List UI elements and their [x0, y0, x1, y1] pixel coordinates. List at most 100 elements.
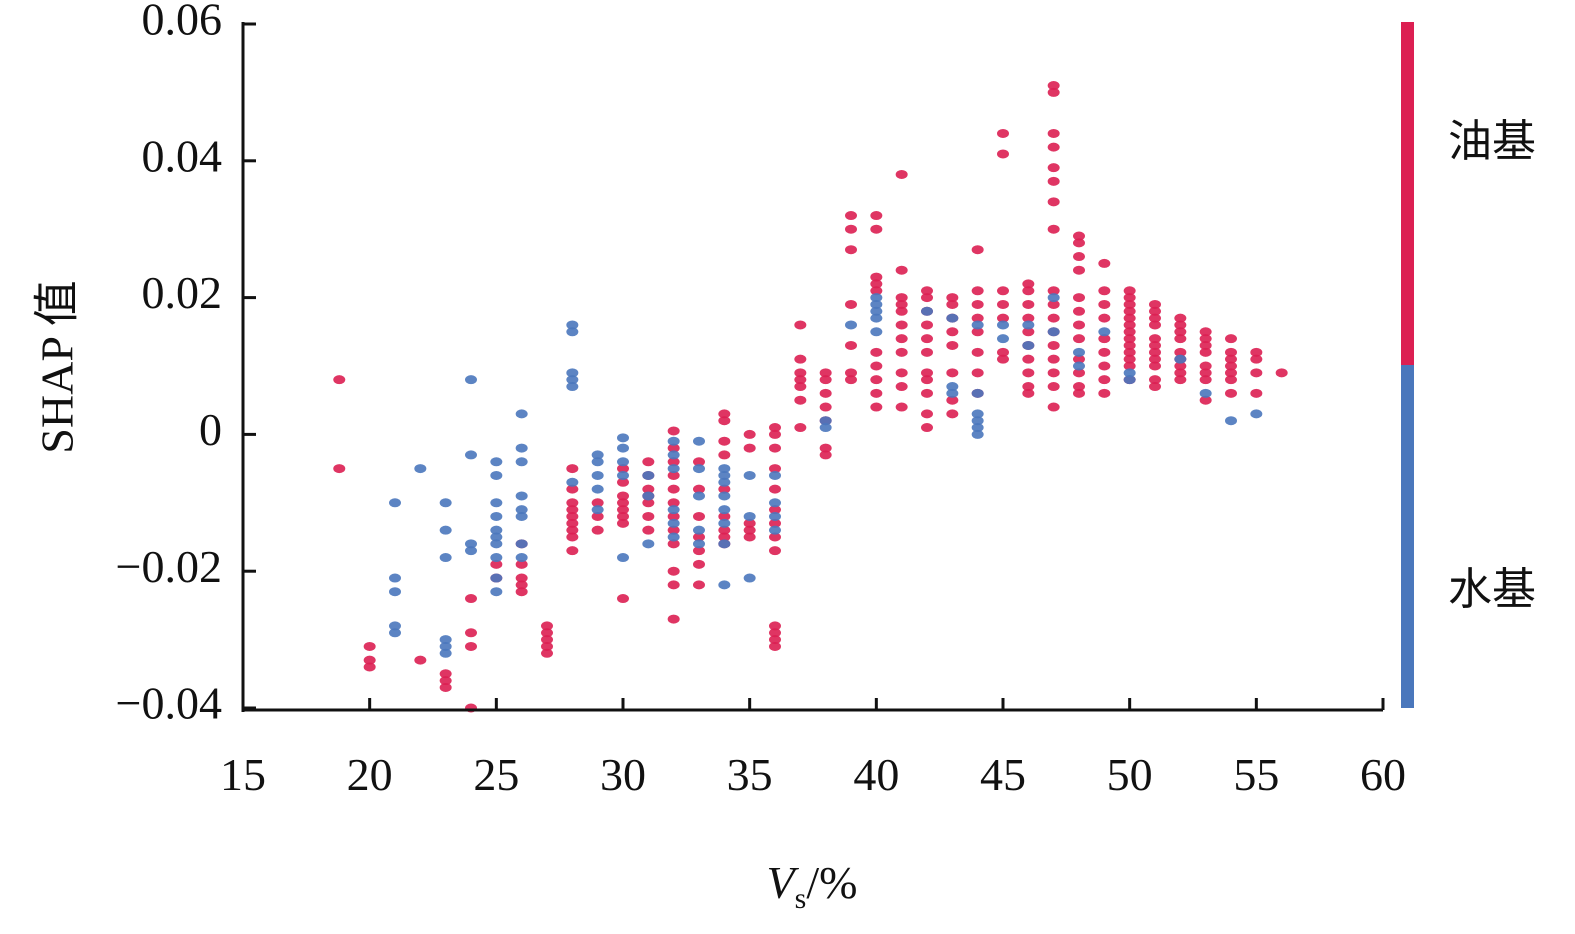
scatter-point-water	[566, 375, 579, 385]
scatter-point-oil	[1098, 313, 1111, 323]
scatter-point-water	[490, 511, 503, 521]
scatter-point-water	[490, 525, 503, 535]
scatter-point-water	[769, 525, 781, 535]
scatter-point-oil	[769, 429, 781, 439]
scatter-point-oil	[566, 505, 579, 515]
y-tick-label: 0	[199, 404, 222, 455]
scatter-point-oil	[642, 525, 655, 535]
scatter-point-oil	[617, 594, 629, 604]
scatter-point-oil	[1149, 334, 1161, 344]
scatter-point-water	[718, 518, 731, 528]
scatter-point-water	[769, 498, 781, 508]
scatter-point-oil	[591, 511, 604, 521]
scatter-point-water	[1098, 327, 1111, 337]
scatter-point-oil	[743, 525, 756, 535]
scatter-point-water	[693, 525, 705, 535]
scatter-point-oil	[566, 464, 579, 474]
scatter-point-water	[515, 491, 528, 501]
scatter-point-water	[769, 470, 781, 480]
scatter-point-oil	[1199, 361, 1212, 371]
scatter-point-oil	[1098, 286, 1111, 296]
y-tick-label: 0.04	[142, 130, 223, 181]
scatter-point-water	[389, 628, 401, 638]
scatter-point-oil	[1174, 375, 1187, 385]
legend-label-water: 水基	[1448, 564, 1536, 615]
scatter-point-water	[1073, 361, 1085, 371]
scatter-point-water	[617, 553, 629, 563]
scatter-point-water	[718, 539, 731, 549]
scatter-point-oil	[1123, 361, 1136, 371]
scatter-point-water	[490, 539, 503, 549]
scatter-point-oil	[1199, 327, 1212, 337]
scatter-point-water	[921, 306, 933, 316]
scatter-point-water	[1225, 416, 1237, 426]
axes-layer	[241, 22, 1383, 712]
scatter-point-oil	[794, 382, 807, 392]
x-tick-label: 35	[727, 749, 773, 800]
scatter-point-water	[490, 553, 503, 563]
scatter-point-oil	[515, 559, 528, 569]
scatter-point-oil	[819, 368, 832, 378]
scatter-point-oil	[693, 559, 705, 569]
scatter-point-water	[743, 573, 756, 583]
scatter-point-oil	[1098, 347, 1111, 357]
scatter-point-water	[946, 388, 959, 398]
scatter-point-oil	[1073, 334, 1085, 344]
x-tick-label: 30	[600, 749, 646, 800]
scatter-point-oil	[895, 382, 908, 392]
scatter-point-oil	[769, 635, 781, 645]
scatter-point-water	[971, 320, 984, 330]
scatter-point-water	[439, 553, 452, 563]
x-tick-label: 15	[220, 749, 266, 800]
scatter-point-oil	[1123, 320, 1136, 330]
scatter-point-oil	[845, 368, 857, 378]
scatter-point-oil	[1098, 375, 1111, 385]
scatter-point-oil	[1047, 382, 1060, 392]
scatter-point-oil	[1225, 354, 1237, 364]
scatter-point-oil	[718, 511, 731, 521]
scatter-point-water	[870, 293, 883, 303]
scatter-point-oil	[591, 525, 604, 535]
scatter-point-oil	[1047, 368, 1060, 378]
scatter-point-oil	[997, 128, 1009, 138]
scatter-point-water	[718, 580, 731, 590]
scatter-point-water	[667, 450, 680, 460]
scatter-point-oil	[1149, 306, 1161, 316]
scatter-point-oil	[1047, 354, 1060, 364]
scatter-point-oil	[617, 464, 629, 474]
scatter-point-oil	[439, 682, 452, 692]
scatter-point-oil	[617, 511, 629, 521]
scatter-point-oil	[465, 641, 477, 651]
scatter-point-oil	[997, 149, 1009, 159]
scatter-point-oil	[465, 628, 477, 638]
scatter-point-water	[490, 532, 503, 542]
scatter-point-oil	[870, 272, 883, 282]
scatter-point-oil	[693, 546, 705, 556]
scatter-point-water	[490, 470, 503, 480]
scatter-point-water	[819, 416, 832, 426]
scatter-point-water	[566, 382, 579, 392]
scatter-point-oil	[1047, 163, 1060, 173]
scatter-point-oil	[769, 532, 781, 542]
scatter-point-oil	[1123, 286, 1136, 296]
scatter-point-oil	[566, 532, 579, 542]
scatter-point-oil	[667, 614, 680, 624]
scatter-point-oil	[439, 676, 452, 686]
scatter-point-oil	[1225, 375, 1237, 385]
x-tick-label: 45	[980, 749, 1026, 800]
scatter-point-oil	[1174, 361, 1187, 371]
scatter-point-oil	[1022, 354, 1035, 364]
scatter-point-oil	[794, 320, 807, 330]
scatter-point-oil	[946, 299, 959, 309]
scatter-point-oil	[1149, 354, 1161, 364]
scatter-point-water	[693, 436, 705, 446]
scatter-point-oil	[971, 327, 984, 337]
scatter-point-oil	[1174, 327, 1187, 337]
scatter-point-oil	[591, 498, 604, 508]
scatter-point-oil	[541, 648, 553, 658]
scatter-point-oil	[1047, 340, 1060, 350]
scatter-point-oil	[845, 375, 857, 385]
scatter-point-oil	[1073, 368, 1085, 378]
scatter-point-water	[667, 518, 680, 528]
scatter-point-water	[439, 525, 452, 535]
